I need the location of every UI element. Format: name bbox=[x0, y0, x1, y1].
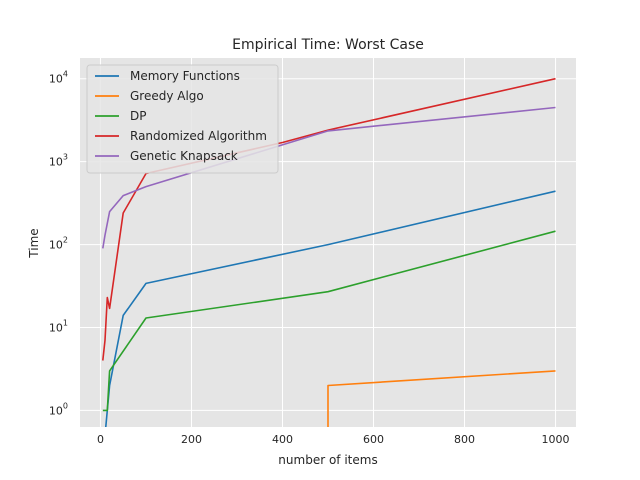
legend-box bbox=[86, 64, 279, 174]
y-tick-base: 10 bbox=[49, 73, 63, 86]
y-axis-label: Time bbox=[27, 228, 41, 258]
x-tick-label: 400 bbox=[272, 433, 293, 446]
y-tick-label: 101 bbox=[49, 318, 68, 334]
x-axis-label: number of items bbox=[278, 453, 377, 467]
y-tick-exponent: 0 bbox=[63, 401, 68, 410]
y-tick-base: 10 bbox=[49, 156, 63, 169]
grid bbox=[80, 58, 576, 427]
y-tick-label: 104 bbox=[49, 70, 68, 86]
y-tick-base: 10 bbox=[49, 321, 63, 334]
y-tick-label: 102 bbox=[49, 236, 68, 252]
series-line-2 bbox=[327, 370, 556, 427]
y-tick-base: 10 bbox=[49, 404, 63, 417]
y-tick-label: 100 bbox=[49, 401, 68, 417]
y-tick-exponent: 3 bbox=[63, 153, 68, 162]
series-lines bbox=[102, 77, 556, 427]
x-tick-label: 200 bbox=[181, 433, 202, 446]
x-tick-label: 800 bbox=[454, 433, 475, 446]
chart-title: Empirical Time: Worst Case bbox=[232, 37, 424, 53]
legend: Memory Functions Greedy Algo DP Randomized … bbox=[86, 64, 279, 174]
y-tick-exponent: 2 bbox=[63, 236, 68, 245]
y-tick-label: 103 bbox=[49, 153, 68, 169]
y-tick-exponent: 1 bbox=[63, 318, 68, 327]
series-line-4 bbox=[102, 77, 556, 361]
legend-label: Genetic Knapsack bbox=[130, 149, 238, 163]
series-line-5 bbox=[102, 106, 556, 249]
legend-label: DP bbox=[130, 109, 146, 123]
legend-label: Randomized Algorithm bbox=[130, 129, 267, 143]
legend-label: Memory Functions bbox=[130, 69, 240, 83]
x-tick-label: 0 bbox=[97, 433, 104, 446]
series-line-3 bbox=[102, 230, 556, 412]
y-tick-exponent: 4 bbox=[63, 70, 68, 79]
legend-label: Greedy Algo bbox=[130, 89, 204, 103]
x-tick-label: 600 bbox=[363, 433, 384, 446]
y-tick-base: 10 bbox=[49, 239, 63, 252]
x-tick-label: 1000 bbox=[542, 433, 570, 446]
